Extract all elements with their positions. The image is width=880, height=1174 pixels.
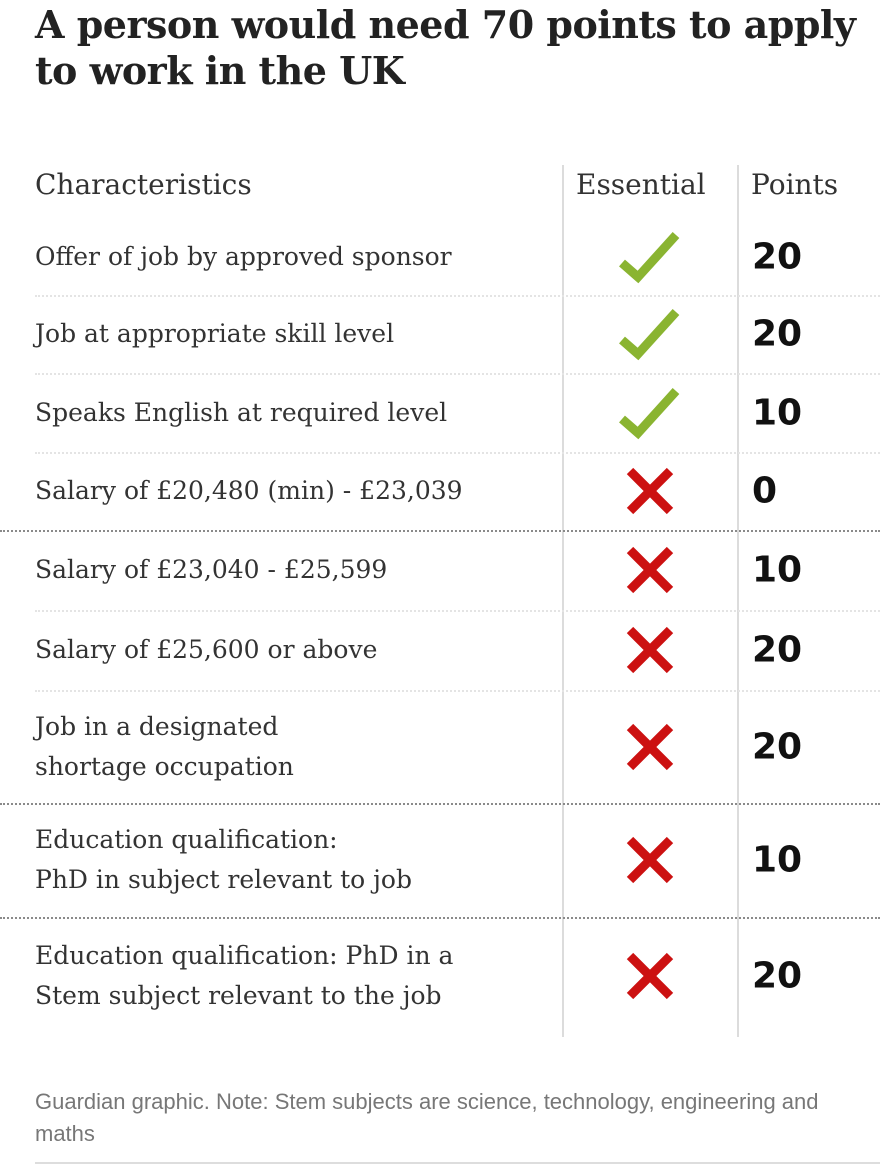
row-points: 20 xyxy=(752,313,803,355)
row-points: 20 xyxy=(752,629,803,671)
column-header-characteristics: Characteristics xyxy=(35,168,252,201)
footer-rule xyxy=(35,1162,880,1164)
row-label: Salary of £25,600 or above xyxy=(35,635,378,664)
chart-title: A person would need 70 points to apply t… xyxy=(35,2,856,93)
row-label: Salary of £23,040 - £25,599 xyxy=(35,555,388,584)
row-points: 10 xyxy=(752,549,803,591)
row-points: 20 xyxy=(752,955,803,997)
footnote: Guardian graphic. Note: Stem subjects ar… xyxy=(35,1089,819,1146)
table-row: Speaks English at required level 10 xyxy=(0,373,880,452)
column-divider-points xyxy=(737,165,739,1037)
row-points: 20 xyxy=(752,236,803,277)
cross-icon xyxy=(626,723,674,770)
row-label: Job at appropriate skill level xyxy=(35,319,395,348)
row-label: Job in a designated shortage occupation xyxy=(35,711,294,781)
cross-icon xyxy=(626,626,674,674)
table-row: Job in a designated shortage occupation 2… xyxy=(0,690,880,803)
row-divider xyxy=(0,917,880,919)
cross-icon xyxy=(626,836,674,884)
row-points: 10 xyxy=(752,839,803,881)
row-label: Salary of £20,480 (min) - £23,039 xyxy=(35,476,463,505)
row-points: 20 xyxy=(752,726,803,767)
row-divider xyxy=(0,803,880,805)
table-row: Education qualification: PhD in subject … xyxy=(0,803,880,917)
row-label: Education qualification: PhD in a Stem s… xyxy=(35,941,454,1010)
row-label: Education qualification: PhD in subject … xyxy=(35,825,412,894)
check-icon xyxy=(619,231,680,283)
row-label: Speaks English at required level xyxy=(35,397,448,427)
row-divider xyxy=(35,373,880,375)
row-divider xyxy=(0,530,880,532)
cross-icon xyxy=(626,952,674,1000)
row-divider xyxy=(35,610,880,612)
column-divider-essential xyxy=(562,165,564,1037)
table-row: Salary of £23,040 - £25,599 10 xyxy=(0,530,880,610)
column-header-essential: Essential xyxy=(576,168,706,201)
table-row: Offer of job by approved sponsor 20 xyxy=(0,218,880,295)
row-divider xyxy=(35,690,880,692)
table-row: Salary of £25,600 or above 20 xyxy=(0,610,880,690)
check-icon xyxy=(619,387,680,439)
cross-icon xyxy=(626,546,674,594)
row-divider xyxy=(35,452,880,454)
row-label: Offer of job by approved sponsor xyxy=(35,241,452,271)
row-points: 0 xyxy=(752,470,778,512)
row-divider xyxy=(35,295,880,297)
table-row: Job at appropriate skill level 20 xyxy=(0,295,880,373)
table-row: Salary of £20,480 (min) - £23,039 0 xyxy=(0,452,880,530)
table-row: Education qualification: PhD in a Stem s… xyxy=(0,917,880,1035)
column-header-points: Points xyxy=(751,168,839,201)
cross-icon xyxy=(626,467,674,515)
check-icon xyxy=(619,308,680,361)
row-points: 10 xyxy=(752,392,803,433)
